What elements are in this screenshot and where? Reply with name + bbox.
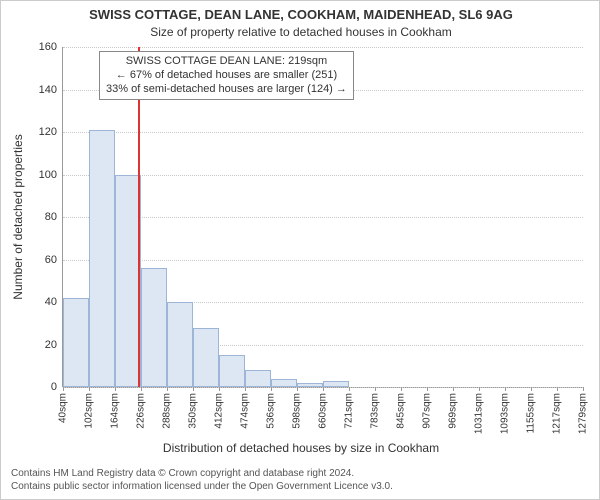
gridline	[63, 132, 583, 133]
y-tick-label: 40	[21, 296, 57, 308]
x-tick-label: 907sqm	[421, 393, 432, 429]
x-tick-label: 536sqm	[266, 393, 277, 429]
y-tick-label: 80	[21, 211, 57, 223]
x-tick-mark	[401, 387, 402, 391]
x-tick-mark	[505, 387, 506, 391]
x-tick-mark	[167, 387, 168, 391]
histogram-bar	[271, 379, 297, 388]
annotation-box: SWISS COTTAGE DEAN LANE: 219sqm ← 67% of…	[99, 51, 354, 100]
y-tick-label: 20	[21, 339, 57, 351]
x-tick-mark	[583, 387, 584, 391]
x-tick-label: 598sqm	[292, 393, 303, 429]
histogram-bar	[63, 298, 89, 387]
x-tick-label: 1217sqm	[551, 393, 562, 434]
histogram-bar	[193, 328, 219, 388]
y-tick-label: 160	[21, 41, 57, 53]
histogram-bar	[245, 370, 271, 387]
annotation-line1: SWISS COTTAGE DEAN LANE: 219sqm	[106, 55, 347, 69]
x-tick-label: 845sqm	[395, 393, 406, 429]
chart-subtitle: Size of property relative to detached ho…	[1, 25, 600, 39]
x-tick-label: 412sqm	[214, 393, 225, 429]
x-tick-label: 1155sqm	[525, 393, 536, 433]
x-tick-mark	[375, 387, 376, 391]
x-tick-label: 288sqm	[162, 393, 173, 429]
annotation-line3: 33% of semi-detached houses are larger (…	[106, 83, 347, 97]
histogram-bar	[219, 355, 245, 387]
x-tick-mark	[271, 387, 272, 391]
x-tick-mark	[89, 387, 90, 391]
footer: Contains HM Land Registry data © Crown c…	[11, 468, 591, 493]
gridline	[63, 175, 583, 176]
chart-container: { "title": "SWISS COTTAGE, DEAN LANE, CO…	[0, 0, 600, 500]
x-tick-label: 102sqm	[84, 393, 95, 429]
annotation-line2: ← 67% of detached houses are smaller (25…	[106, 69, 347, 83]
x-tick-label: 969sqm	[447, 393, 458, 429]
x-tick-label: 1279sqm	[577, 393, 588, 434]
footer-line1: Contains HM Land Registry data © Crown c…	[11, 468, 591, 481]
y-tick-label: 100	[21, 169, 57, 181]
y-tick-label: 120	[21, 126, 57, 138]
y-tick-label: 140	[21, 84, 57, 96]
x-tick-mark	[349, 387, 350, 391]
x-tick-mark	[453, 387, 454, 391]
x-tick-mark	[323, 387, 324, 391]
x-tick-mark	[531, 387, 532, 391]
x-tick-label: 1031sqm	[473, 393, 484, 434]
x-tick-label: 164sqm	[110, 393, 121, 429]
x-tick-mark	[63, 387, 64, 391]
x-tick-mark	[297, 387, 298, 391]
histogram-bar	[323, 381, 349, 387]
x-tick-label: 1093sqm	[499, 393, 510, 434]
x-tick-mark	[193, 387, 194, 391]
histogram-bar	[89, 130, 115, 387]
x-axis-label: Distribution of detached houses by size …	[1, 441, 600, 455]
x-tick-label: 40sqm	[58, 393, 69, 423]
histogram-bar	[141, 268, 167, 387]
plot-area: 02040608010012014016040sqm102sqm164sqm22…	[63, 47, 583, 387]
histogram-bar	[167, 302, 193, 387]
x-tick-mark	[427, 387, 428, 391]
x-tick-mark	[219, 387, 220, 391]
gridline	[63, 260, 583, 261]
x-tick-label: 226sqm	[136, 393, 147, 429]
x-tick-mark	[479, 387, 480, 391]
x-tick-mark	[115, 387, 116, 391]
histogram-bar	[297, 383, 323, 387]
x-tick-label: 474sqm	[240, 393, 251, 429]
x-tick-mark	[141, 387, 142, 391]
gridline	[63, 47, 583, 48]
footer-line2: Contains public sector information licen…	[11, 481, 591, 494]
x-tick-label: 660sqm	[318, 393, 329, 429]
x-tick-mark	[557, 387, 558, 391]
y-tick-label: 60	[21, 254, 57, 266]
y-tick-label: 0	[21, 381, 57, 393]
x-tick-label: 783sqm	[369, 393, 380, 429]
x-tick-label: 350sqm	[188, 393, 199, 429]
x-tick-mark	[245, 387, 246, 391]
chart-title: SWISS COTTAGE, DEAN LANE, COOKHAM, MAIDE…	[1, 7, 600, 22]
gridline	[63, 217, 583, 218]
x-tick-label: 721sqm	[343, 393, 354, 429]
